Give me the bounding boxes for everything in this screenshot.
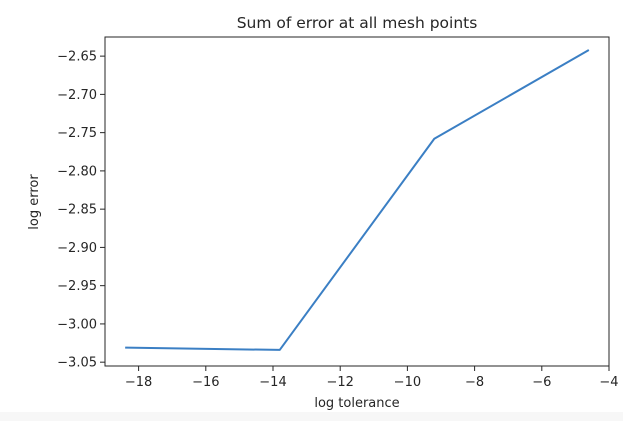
- x-tick-label: −10: [394, 375, 421, 390]
- x-tick-label: −16: [192, 375, 219, 390]
- y-axis: −3.05 −3.00 −2.95 −2.90 −2.85 −2.80 −2.75 −2.70…: [57, 50, 105, 371]
- x-tick-label: −6: [532, 375, 551, 390]
- x-axis-label: log tolerance: [314, 396, 399, 411]
- x-tick-label: −12: [326, 375, 353, 390]
- y-tick-label: −3.05: [57, 356, 97, 371]
- y-tick-label: −2.90: [57, 241, 97, 256]
- y-tick-label: −3.00: [57, 317, 97, 332]
- bottom-strip: [0, 412, 623, 421]
- y-tick-label: −2.70: [57, 88, 97, 103]
- x-axis: −18 −16 −14 −12 −10 −8 −6 −4: [125, 366, 619, 390]
- x-tick-label: −18: [125, 375, 152, 390]
- series-line: [125, 49, 590, 351]
- x-tick-label: −8: [465, 375, 484, 390]
- plot-frame: [104, 36, 610, 367]
- y-tick-label: −2.80: [57, 164, 97, 179]
- x-tick-label: −4: [599, 375, 618, 390]
- y-tick-label: −2.85: [57, 203, 97, 218]
- y-tick-label: −2.75: [57, 126, 97, 141]
- y-axis-label: log error: [27, 174, 42, 230]
- x-tick-label: −14: [259, 375, 286, 390]
- plot-area: [104, 36, 610, 367]
- y-tick-label: −2.65: [57, 50, 97, 65]
- chart-title: Sum of error at all mesh points: [237, 14, 478, 32]
- y-tick-label: −2.95: [57, 279, 97, 294]
